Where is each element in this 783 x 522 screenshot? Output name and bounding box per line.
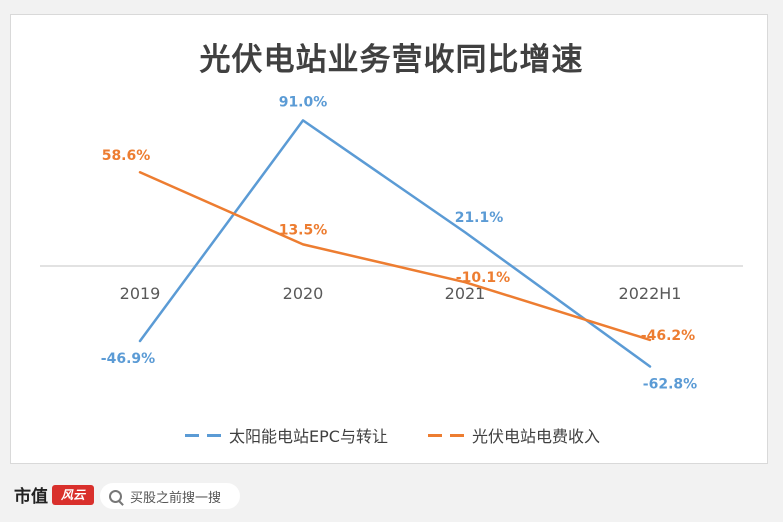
search-icon xyxy=(109,489,122,503)
chart-card xyxy=(10,14,768,464)
legend-swatch-power xyxy=(426,433,466,437)
data-label: -46.2% xyxy=(641,328,695,344)
x-tick-label: 2021 xyxy=(445,284,486,303)
legend: 太阳能电站EPC与转让 光伏电站电费收入 xyxy=(0,423,783,447)
data-label: 58.6% xyxy=(102,148,151,164)
data-label: -62.8% xyxy=(643,376,697,392)
x-tick-label: 2020 xyxy=(283,284,324,303)
brand-logo-mark: 风云 xyxy=(52,484,94,505)
legend-item-power: 光伏电站电费收入 xyxy=(426,423,600,447)
legend-swatch-epc xyxy=(183,433,223,437)
legend-item-epc: 太阳能电站EPC与转让 xyxy=(183,423,388,447)
chart-title: 光伏电站业务营收同比增速 xyxy=(199,42,584,78)
x-tick-label: 2019 xyxy=(120,284,161,303)
brand-logo-text: 市值 xyxy=(14,487,48,507)
data-label: 91.0% xyxy=(279,94,328,110)
data-label: -46.9% xyxy=(101,351,155,367)
search-box[interactable]: 买股之前搜一搜 xyxy=(100,483,240,509)
x-tick-label: 2022H1 xyxy=(619,284,682,303)
brand-logo[interactable]: 市值 风云 xyxy=(14,482,94,507)
line-chart: 2019 2020 2021 2022H1 -46.9% 91.0% 21.1% -62.8%… xyxy=(40,94,743,392)
legend-label-epc: 太阳能电站EPC与转让 xyxy=(229,427,388,446)
data-label: 13.5% xyxy=(279,222,328,238)
footer-bar: 市值 风云 买股之前搜一搜 xyxy=(0,470,783,522)
series-line-1 xyxy=(138,170,652,342)
data-label: 21.1% xyxy=(455,210,504,226)
legend-label-power: 光伏电站电费收入 xyxy=(471,427,600,446)
data-label: -10.1% xyxy=(456,270,510,286)
search-placeholder: 买股之前搜一搜 xyxy=(130,490,222,506)
series-line-0 xyxy=(138,119,652,368)
